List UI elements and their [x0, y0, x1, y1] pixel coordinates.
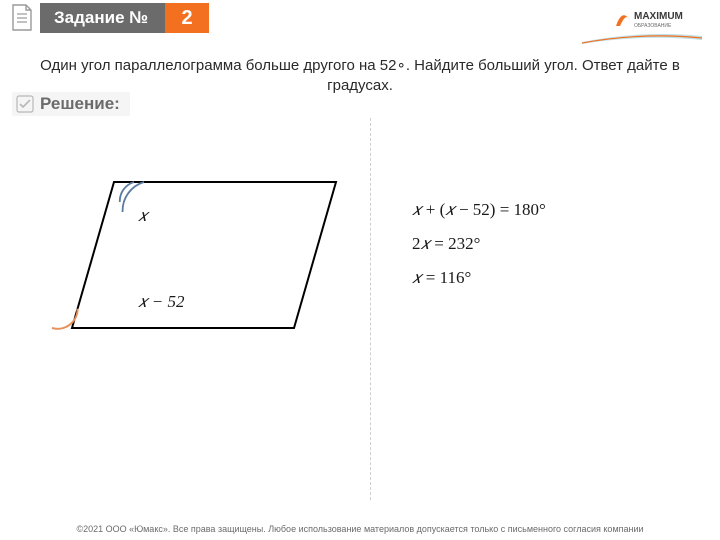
figure-bottom-label: 𝑥 − 52	[138, 292, 184, 312]
copyright-footer: ©2021 ООО «Юмакс». Все права защищены. Л…	[0, 524, 720, 534]
equation-line-1: 𝑥 + (𝑥 − 52) = 180°	[412, 200, 546, 220]
vertical-divider	[370, 118, 371, 500]
logo-text: MAXIMUM	[634, 11, 683, 22]
solution-row: Решение:	[12, 92, 130, 116]
parallelogram-figure: 𝑥 𝑥 − 52	[30, 170, 350, 370]
header: Задание № 2 MAXIMUM ОБРАЗОВАНИЕ	[0, 0, 720, 36]
check-icon	[16, 95, 34, 113]
task-number-band: 2	[165, 3, 209, 33]
figure-top-label: 𝑥	[138, 206, 147, 226]
logo-subtext: ОБРАЗОВАНИЕ	[634, 23, 672, 29]
equation-line-3: 𝑥 = 116°	[412, 268, 546, 288]
logo-swoosh-icon	[582, 34, 702, 44]
slide: Задание № 2 MAXIMUM ОБРАЗОВАНИЕ Один уго…	[0, 0, 720, 540]
equation-line-2: 2𝑥 = 232°	[412, 234, 546, 254]
solution-label: Решение:	[40, 94, 120, 114]
equations: 𝑥 + (𝑥 − 52) = 180° 2𝑥 = 232° 𝑥 = 116°	[412, 200, 546, 302]
problem-text: Один угол параллелограмма больше другого…	[22, 56, 698, 97]
document-icon	[10, 4, 34, 32]
task-title-band: Задание №	[40, 3, 165, 33]
logo: MAXIMUM ОБРАЗОВАНИЕ	[612, 6, 702, 30]
